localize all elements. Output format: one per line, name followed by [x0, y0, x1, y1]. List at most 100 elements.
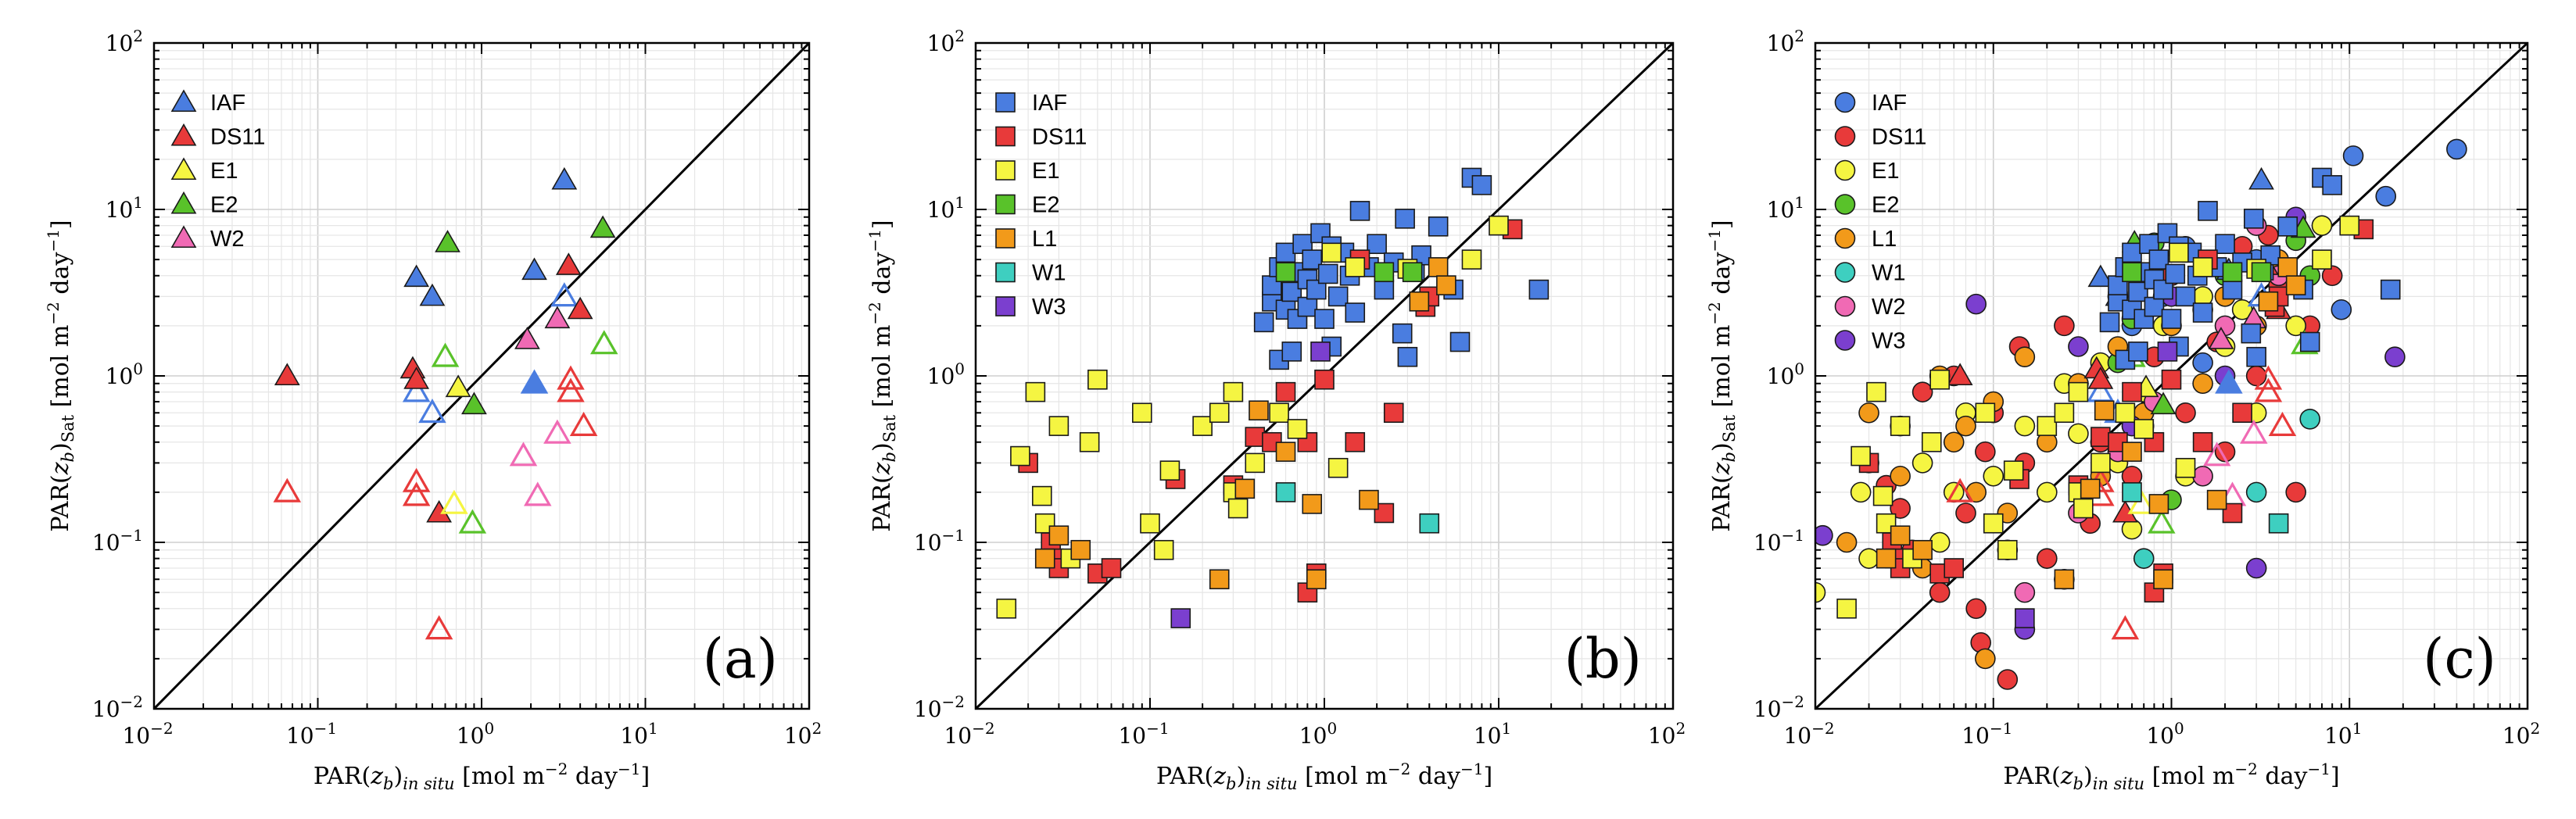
overlay-point-ds11: [2122, 381, 2142, 402]
point-ds11: [403, 367, 430, 389]
overlay-point-ds11: [2192, 431, 2213, 452]
legend-label: DS11: [1032, 125, 1087, 150]
point-ds11-open: [569, 411, 598, 436]
overlay-point-iaf: [2198, 201, 2218, 221]
point-iaf: [419, 283, 446, 306]
plot-frame: [974, 41, 1675, 710]
overlay-point-iaf: [2277, 216, 2298, 237]
overlay-point-iaf: [2299, 331, 2320, 352]
point-w2: [514, 327, 540, 349]
point-l1: [1234, 478, 1256, 499]
point-l1: [1409, 291, 1430, 312]
point-e1: [1079, 431, 1100, 452]
overlay-point-e1: [2339, 215, 2360, 236]
point-e2: [1402, 262, 1423, 283]
point-l1: [1034, 548, 1055, 569]
point-iaf-open: [550, 282, 579, 307]
overlay-point-l1: [2122, 442, 2142, 462]
x-tick-label: 10−1: [1962, 719, 2012, 749]
point-l1: [1048, 525, 1069, 545]
legend-marker-e1: [170, 157, 197, 181]
legend-item-w3: W3: [1834, 329, 1906, 354]
point-w3: [1170, 608, 1191, 628]
panel-a: 10−2 10−1 100 101 102 10−2 10−1 100 101 102 PAR(zb…: [44, 27, 822, 793]
legend-item-e1: E1: [1834, 159, 1899, 184]
point-iaf: [1253, 312, 1274, 333]
point-ds11: [1997, 669, 2019, 690]
x-axis-label: PAR(zb)in situ [mol m−2 day−1]: [313, 760, 650, 793]
overlay-point-l1: [2206, 489, 2227, 510]
point-ds11-open: [402, 481, 431, 506]
legend-marker-w1: [1834, 262, 1856, 283]
point-l1: [1306, 569, 1327, 590]
point-w3: [2384, 346, 2406, 368]
overlay-point-ds11-open: [2254, 365, 2283, 390]
plot-frame: [1814, 41, 2529, 710]
point-ds11: [555, 252, 582, 275]
point-e1: [1983, 465, 2005, 487]
point-w3: [1815, 524, 1833, 546]
legend-item-w3: W3: [995, 295, 1066, 320]
overlay-point-ds11-open: [2111, 615, 2140, 640]
overlay-point-e1: [2073, 498, 2094, 519]
point-ds11: [567, 296, 593, 320]
x-tick-label: 10−2: [944, 719, 994, 749]
point-ds11: [1955, 502, 1976, 524]
legend-marker-w3: [1834, 330, 1856, 351]
point-e2: [1275, 262, 1296, 283]
point-e1: [1461, 249, 1482, 270]
point-ds11: [1965, 598, 1987, 620]
overlay-point-iaf: [2087, 264, 2114, 288]
point-iaf: [1428, 216, 1449, 237]
overlay-point-e1: [2003, 460, 2024, 481]
y-tick-label: 102: [927, 27, 965, 56]
overlay-point-e2: [2251, 262, 2272, 283]
legend-marker-w2: [1834, 295, 1856, 317]
point-ds11: [1975, 441, 1996, 463]
point-l1: [2014, 346, 2036, 368]
point-iaf: [1317, 263, 1338, 284]
point-iaf: [1374, 279, 1395, 300]
legend-marker-w3: [995, 296, 1016, 317]
point-e2-open: [589, 330, 618, 355]
overlay-point-iaf: [2241, 323, 2262, 344]
point-iaf: [2375, 185, 2397, 207]
overlay-point-e1: [1890, 416, 1911, 436]
point-iaf: [1314, 309, 1335, 329]
legend: IAF DS11 E1 E2 L1 W1 W2 W3: [1834, 91, 1926, 354]
legend-item-w1: W1: [1834, 261, 1906, 286]
legend: IAF DS11 E1 E2 L1 W1 W3: [995, 91, 1087, 320]
overlay-point-w2: [2208, 327, 2234, 349]
y-tick-label: 10−1: [914, 526, 965, 556]
overlay-point-iaf: [2244, 209, 2264, 229]
point-l1: [1302, 494, 1323, 514]
point-l1: [1955, 415, 1976, 437]
point-l1: [1249, 400, 1269, 421]
overlay-point-iaf: [2192, 302, 2213, 323]
overlay-point-l1: [2258, 291, 2279, 312]
x-tick-label: 10−1: [286, 719, 337, 749]
x-tick-label: 101: [1474, 719, 1511, 749]
point-ds11: [1890, 498, 1911, 519]
overlay-point-e1-open: [2127, 489, 2156, 514]
overlay-point-e1: [1921, 431, 1942, 452]
point-ds11: [1101, 558, 1122, 578]
point-e1: [1269, 402, 1289, 424]
overlay-point-l1: [2153, 569, 2173, 590]
data-points: [273, 166, 618, 640]
legend-label: IAF: [1872, 91, 1907, 116]
point-w3: [1310, 342, 1331, 362]
legend-label: W3: [1032, 295, 1066, 320]
overlay-point-iaf: [2122, 242, 2142, 263]
x-axis-label: PAR(zb)in situ [mol m−2 day−1]: [1156, 760, 1492, 793]
point-e1: [1815, 581, 1826, 603]
legend-label: W1: [1872, 261, 1906, 286]
point-iaf: [403, 264, 430, 288]
point-iaf-open: [402, 377, 431, 402]
y-tick-label: 10−2: [914, 692, 965, 722]
overlay-point-e1: [2091, 452, 2111, 474]
point-w2-open: [543, 419, 571, 444]
legend-item-iaf: IAF: [1834, 91, 1907, 116]
point-iaf: [2192, 352, 2213, 374]
y-tick-label: 101: [1767, 193, 1804, 223]
